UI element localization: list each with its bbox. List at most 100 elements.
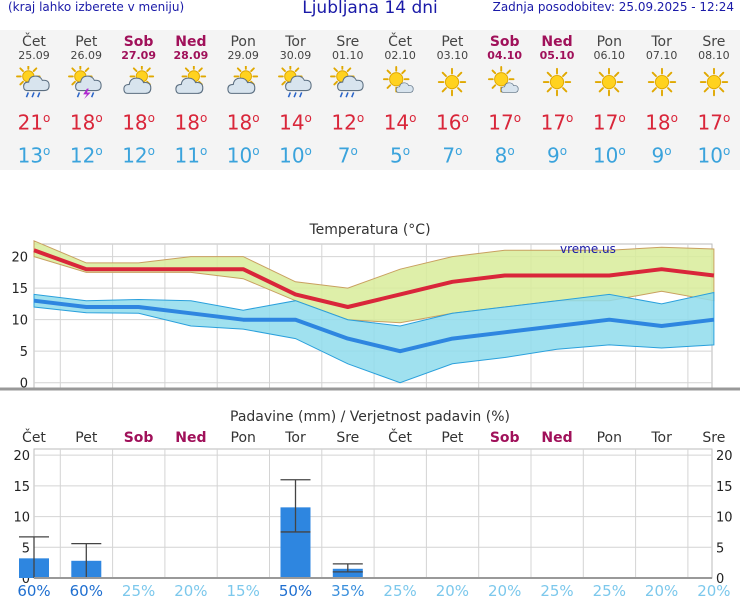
min-temperature: 12o <box>69 143 103 168</box>
precipitation-probability: 25% <box>540 582 573 600</box>
max-temperature: 16o <box>435 110 469 135</box>
y-tick-label-left: 20 <box>13 449 30 464</box>
forecast-day: Tor 07.10 18o 9o <box>636 30 688 167</box>
day-name: Ned <box>541 34 573 50</box>
last-updated: Zadnja posodobitev: 25.09.2025 - 12:24 <box>492 0 734 14</box>
y-tick-label: 15 <box>11 282 28 297</box>
min-temperature: 13o <box>17 143 51 168</box>
forecast-day: Sob 27.09 18o 12o <box>113 30 165 167</box>
temperature-chart-title: Temperatura (°C) <box>308 222 430 238</box>
day-name: Sre <box>336 34 360 50</box>
day-label: Čet <box>22 428 46 446</box>
precipitation-probability: 20% <box>645 582 678 600</box>
min-temperature: 5o <box>390 143 411 168</box>
header: (kraj lahko izberete v meniju) Ljubljana… <box>0 0 740 22</box>
precipitation-probability: 20% <box>174 582 207 600</box>
min-temperature: 10o <box>697 143 731 168</box>
max-temperature: 17o <box>592 110 626 135</box>
y-tick-label-right: 20 <box>716 449 733 464</box>
y-tick-label: 10 <box>11 314 28 329</box>
y-tick-label-left: 0 <box>22 572 30 587</box>
precipitation-probability: 60% <box>70 582 103 600</box>
forecast-day: Pon 06.10 17o 10o <box>583 30 635 167</box>
max-temperature: 17o <box>697 110 731 135</box>
daily-forecast-strip: Čet 25.09 21o 13o Pet 26.09 18o 12o Sob 27.09 18o 1… <box>0 30 740 170</box>
sun-cloud-rain-icon <box>329 66 364 98</box>
watermark: vreme.us <box>560 242 616 256</box>
day-date: 04.10 <box>487 49 523 62</box>
day-date: 28.09 <box>173 49 209 62</box>
day-name: Čet <box>388 34 413 50</box>
day-name: Tor <box>651 34 672 50</box>
precipitation-chart: Padavine (mm) / Verjetnost padavin (%) Če… <box>13 409 733 600</box>
day-name: Sre <box>702 34 726 50</box>
precipitation-chart-title: Padavine (mm) / Verjetnost padavin (%) <box>230 409 510 425</box>
day-label: Tor <box>650 430 672 446</box>
y-tick-label: 20 <box>11 251 28 266</box>
sun-cloud-icon <box>227 66 259 94</box>
forecast-day: Ned 05.10 17o 9o <box>531 30 583 167</box>
day-label: Sre <box>336 430 359 446</box>
day-date: 29.09 <box>227 49 259 62</box>
day-label: Ned <box>541 430 572 446</box>
precipitation-probability: 20% <box>488 582 521 600</box>
sun-small-cloud-icon <box>383 66 414 93</box>
day-name: Pet <box>441 34 464 50</box>
y-tick-label: 0 <box>20 377 28 392</box>
sun-cloud-storm-icon <box>68 66 102 100</box>
precipitation-probability: 25% <box>122 582 155 600</box>
min-temperature: 9o <box>546 143 568 168</box>
max-temperature-line <box>33 248 715 309</box>
max-temperature: 12o <box>331 110 365 135</box>
y-tick-label-right: 5 <box>716 541 724 556</box>
day-label: Tor <box>284 430 306 446</box>
forecast-day: Sob 04.10 17o 8o <box>479 30 531 167</box>
day-label: Pon <box>597 430 622 446</box>
day-name: Čet <box>22 34 46 50</box>
temperature-chart: Temperatura (°C) 0 5 10 15 20 vreme.us <box>0 222 740 392</box>
sun-icon <box>647 67 676 97</box>
max-temperature: 18o <box>174 110 208 135</box>
min-temperature: 7o <box>442 143 463 168</box>
y-tick-label-right: 0 <box>716 572 724 587</box>
sun-cloud-rain-icon <box>277 66 312 98</box>
max-temperature: 17o <box>488 110 522 135</box>
y-tick-label-left: 5 <box>22 541 30 556</box>
plot-area <box>33 448 713 579</box>
day-label: Pet <box>75 430 98 446</box>
precipitation-probability: 15% <box>227 582 260 600</box>
y-tick-label-left: 15 <box>13 480 30 495</box>
precipitation-probability: 25% <box>383 582 416 600</box>
forecast-day: Pet 26.09 18o 12o <box>60 30 112 167</box>
precipitation-probability: 35% <box>331 582 364 600</box>
day-name: Tor <box>285 34 306 50</box>
day-name: Pon <box>230 34 256 50</box>
day-date: 08.10 <box>698 49 730 62</box>
forecast-day: Čet 02.10 14o 5o <box>374 30 426 167</box>
precipitation-probability: 25% <box>593 582 626 600</box>
y-tick-label-right: 15 <box>716 480 733 495</box>
sun-icon <box>595 67 624 97</box>
day-date: 06.10 <box>593 49 626 62</box>
location-menu-hint[interactable]: (kraj lahko izberete v meniju) <box>8 0 185 14</box>
forecast-day: Čet 25.09 21o 13o <box>8 30 60 167</box>
max-temperature: 21o <box>17 110 51 135</box>
max-temperature: 14o <box>383 110 417 135</box>
min-temperature: 11o <box>174 143 208 168</box>
max-temperature: 14o <box>279 110 312 135</box>
day-label: Sre <box>702 430 725 446</box>
min-temperature: 10o <box>226 143 260 168</box>
max-temperature: 18o <box>122 110 155 135</box>
forecast-day: Pon 29.09 18o 10o <box>217 30 269 167</box>
page-title: Ljubljana 14 dni <box>302 0 438 18</box>
day-name: Sob <box>123 34 154 50</box>
day-date: 26.09 <box>70 49 103 62</box>
min-temperature: 9o <box>651 143 672 168</box>
min-temperature: 12o <box>122 143 155 168</box>
precipitation-probability: 20% <box>436 582 469 600</box>
day-name: Sob <box>489 34 520 50</box>
y-tick-label: 5 <box>20 345 28 360</box>
min-temperature-line <box>33 298 715 354</box>
sun-cloud-icon <box>175 66 207 94</box>
day-date: 25.09 <box>18 49 50 62</box>
